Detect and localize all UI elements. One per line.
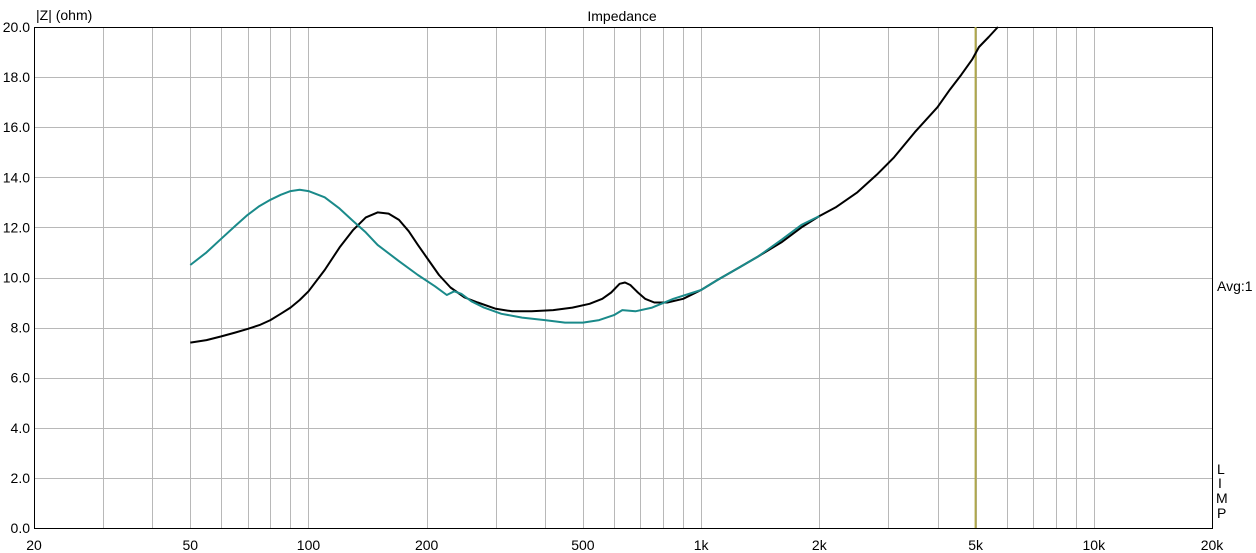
- x-tick-label: 50: [182, 537, 198, 553]
- x-tick-label: 100: [297, 537, 321, 553]
- y-axis-ticks: 0.0 2.0 4.0 6.0 8.0 10.0 12.0 14.0 16.0 18.0 20.0: [3, 19, 30, 536]
- y-tick-label: 8.0: [11, 320, 31, 336]
- y-axis-label: |Z| (ohm): [36, 7, 92, 23]
- y-tick-label: 4.0: [11, 420, 31, 436]
- x-axis-ticks: 20 50 100 200 500 1k 2k 5k 10k 20k: [26, 537, 1224, 553]
- series-line-2: [189, 188, 820, 324]
- y-tick-label: 18.0: [3, 69, 30, 85]
- x-tick-label: 500: [571, 537, 595, 553]
- x-tick-label: 10k: [1083, 537, 1107, 553]
- y-tick-label: 6.0: [11, 370, 31, 386]
- x-tick-label: 2k: [812, 537, 828, 553]
- chart-title: Impedance: [587, 8, 656, 24]
- avg-label: Avg:1: [1217, 278, 1253, 294]
- y-tick-label: 12.0: [3, 219, 30, 235]
- y-tick-label: 14.0: [3, 169, 30, 185]
- y-tick-label: 10.0: [3, 270, 30, 286]
- x-tick-label: 20: [26, 537, 42, 553]
- limp-letter: I: [1218, 475, 1222, 491]
- grid: [34, 27, 1212, 528]
- x-tick-label: 200: [415, 537, 439, 553]
- series-line-1: [190, 26, 999, 344]
- limp-letter: P: [1217, 505, 1226, 521]
- series-group: [189, 26, 999, 344]
- plot-frame: [34, 27, 1213, 529]
- y-tick-label: 16.0: [3, 119, 30, 135]
- y-tick-label: 20.0: [3, 19, 30, 35]
- x-tick-label: 5k: [968, 537, 984, 553]
- limp-letter: L: [1217, 461, 1225, 477]
- x-tick-label: 20k: [1201, 537, 1225, 553]
- y-tick-label: 0.0: [11, 520, 31, 536]
- y-tick-label: 2.0: [11, 470, 31, 486]
- x-tick-label: 1k: [694, 537, 710, 553]
- limp-letter: M: [1216, 490, 1228, 506]
